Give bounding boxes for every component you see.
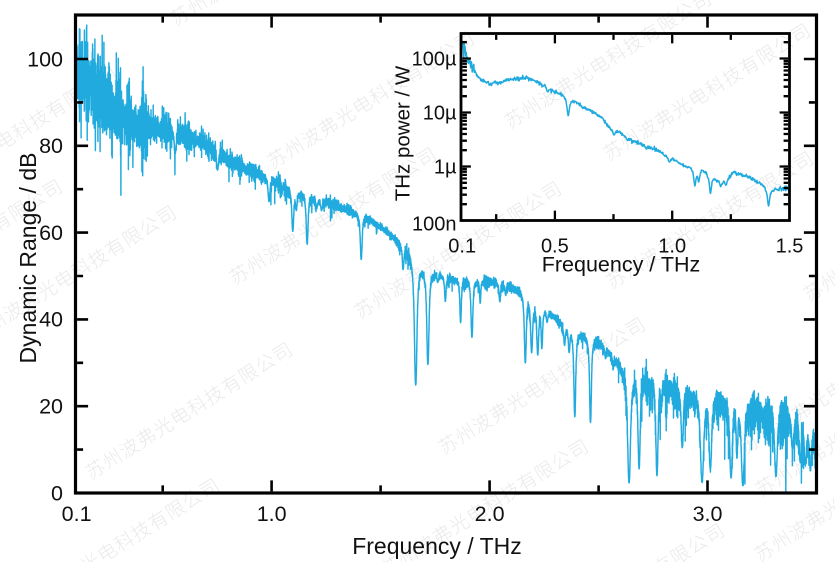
svg-text:Frequency / THz: Frequency / THz xyxy=(542,253,701,277)
svg-text:20: 20 xyxy=(39,395,63,419)
svg-text:100: 100 xyxy=(27,47,63,71)
svg-text:Frequency / THz: Frequency / THz xyxy=(352,533,522,559)
svg-text:40: 40 xyxy=(39,308,63,332)
svg-text:THz power / W: THz power / W xyxy=(392,65,415,201)
svg-text:Dynamic Range / dB: Dynamic Range / dB xyxy=(15,153,41,364)
svg-text:1.0: 1.0 xyxy=(257,502,287,526)
svg-text:3.0: 3.0 xyxy=(693,502,723,526)
svg-text:1.5: 1.5 xyxy=(776,236,804,258)
svg-text:1µ: 1µ xyxy=(434,157,457,179)
svg-text:2.0: 2.0 xyxy=(475,502,505,526)
svg-text:1.0: 1.0 xyxy=(658,236,686,258)
svg-text:0.1: 0.1 xyxy=(62,502,92,526)
svg-text:10µ: 10µ xyxy=(423,103,457,125)
svg-text:0: 0 xyxy=(51,481,63,505)
svg-text:60: 60 xyxy=(39,221,63,245)
svg-text:80: 80 xyxy=(39,134,63,158)
svg-text:0.1: 0.1 xyxy=(448,236,476,258)
svg-text:0.5: 0.5 xyxy=(541,236,569,258)
svg-text:100µ: 100µ xyxy=(412,49,457,71)
svg-text:100n: 100n xyxy=(412,214,457,236)
